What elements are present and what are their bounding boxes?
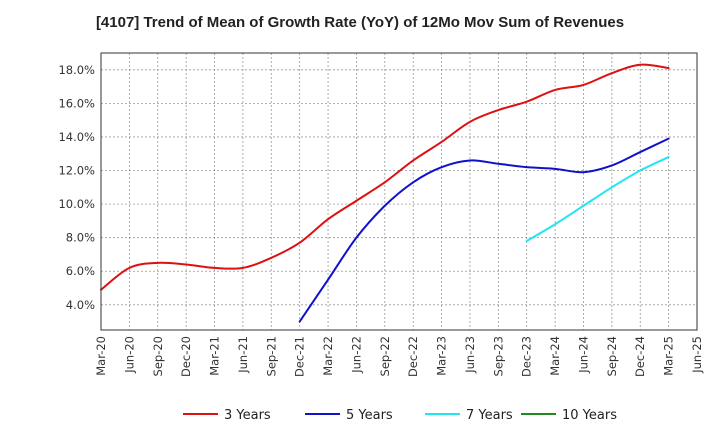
x-tick-label: Mar-24	[548, 336, 562, 376]
x-tick-label: Jun-22	[349, 336, 363, 374]
x-tick-label: Dec-22	[406, 336, 420, 377]
x-tick-label: Sep-21	[264, 336, 278, 376]
legend: 3 Years 5 Years 7 Years 10 Years	[183, 408, 617, 423]
axes: 4.0% 6.0% 8.0% 10.0% 12.0% 14.0% 16.0% 18.0% Mar…	[58, 52, 704, 377]
x-tick-label: Jun-23	[463, 336, 477, 374]
x-tick-label: Mar-21	[208, 336, 222, 376]
y-tick-label: 12.0%	[58, 164, 95, 178]
series-layer	[100, 63, 670, 323]
y-tick-label: 16.0%	[58, 96, 95, 110]
y-tick-label: 10.0%	[58, 197, 95, 211]
y-tick-label: 18.0%	[58, 63, 95, 77]
x-tick-label: Dec-24	[633, 336, 647, 377]
x-tick-label: Jun-21	[236, 336, 250, 374]
series-line-5-years	[298, 137, 670, 323]
x-tick-label: Dec-23	[520, 336, 534, 377]
series-line-3-years	[100, 63, 670, 291]
y-tick-label: 8.0%	[66, 231, 95, 245]
legend-label-10-years: 10 Years	[562, 408, 617, 423]
legend-label-7-years: 7 Years	[466, 408, 513, 423]
chart-title: [4107] Trend of Mean of Growth Rate (YoY…	[95, 14, 625, 31]
x-tick-label: Mar-25	[662, 336, 676, 376]
series-line-7-years	[525, 156, 670, 243]
x-tick-label: Dec-21	[293, 336, 307, 377]
x-tick-label: Sep-22	[378, 336, 392, 376]
y-tick-label: 4.0%	[66, 298, 95, 312]
x-tick-label: Sep-23	[491, 336, 505, 376]
x-tick-label: Jun-24	[576, 336, 590, 374]
x-tick-label: Sep-20	[151, 336, 165, 376]
x-tick-label: Mar-20	[94, 336, 108, 376]
x-tick-label: Dec-20	[179, 336, 193, 377]
plot-frame	[100, 52, 698, 331]
legend-label-5-years: 5 Years	[346, 408, 393, 423]
y-tick-label: 6.0%	[66, 264, 95, 278]
x-tick-label: Mar-23	[435, 336, 449, 376]
x-tick-label: Jun-25	[690, 336, 704, 374]
plot-background	[101, 53, 697, 330]
x-tick-label: Mar-22	[321, 336, 335, 376]
x-tick-label: Sep-24	[605, 336, 619, 376]
y-tick-label: 14.0%	[58, 130, 95, 144]
x-tick-label: Jun-20	[122, 336, 136, 374]
legend-label-3-years: 3 Years	[224, 408, 271, 423]
plot-area	[101, 53, 697, 330]
